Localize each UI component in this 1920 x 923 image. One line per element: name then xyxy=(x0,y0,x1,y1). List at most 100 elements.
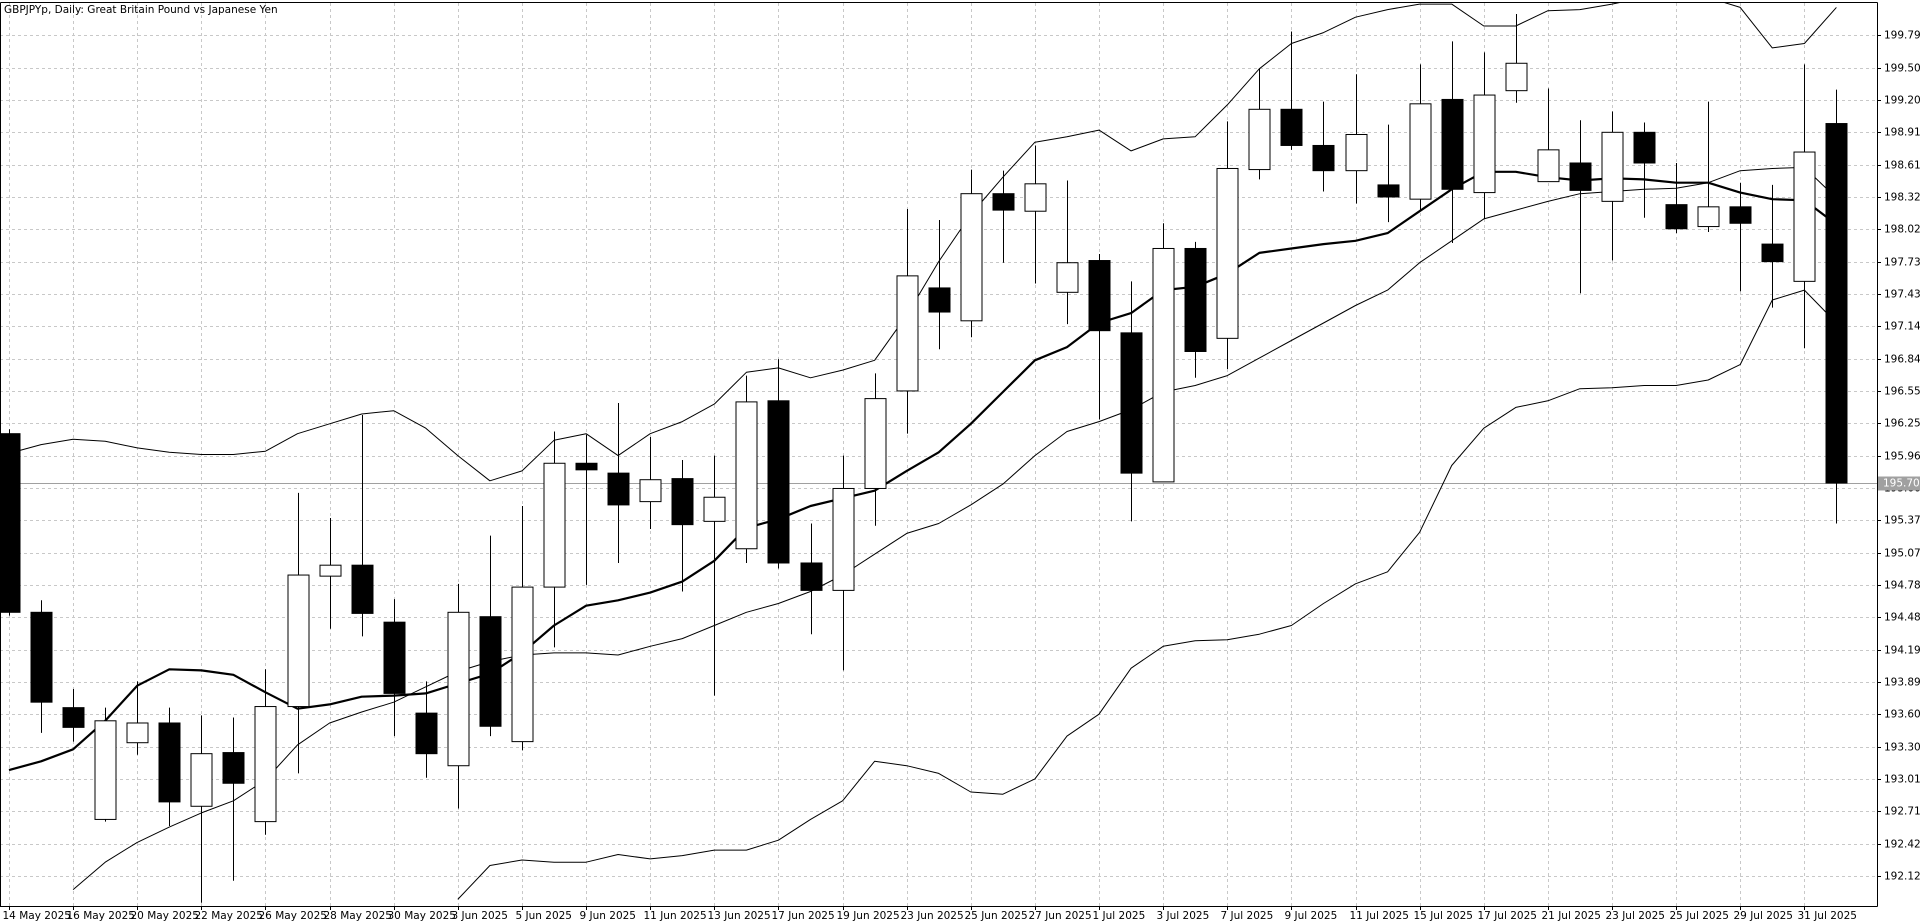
x-tick-label: 20 May 2025 xyxy=(131,910,199,922)
candle-body xyxy=(1056,262,1079,293)
candle-body xyxy=(1345,134,1368,172)
x-tick-label: 28 May 2025 xyxy=(324,910,392,922)
y-tick-label: 196.550 xyxy=(1884,386,1920,398)
x-tick-label: 3 Jun 2025 xyxy=(452,910,508,922)
y-tick-label: 199.500 xyxy=(1884,63,1920,75)
x-tick-label: 30 May 2025 xyxy=(388,910,456,922)
x-tick-label: 13 Jun 2025 xyxy=(708,910,771,922)
candle-body xyxy=(1024,183,1047,212)
x-tick-label: 27 Jun 2025 xyxy=(1029,910,1092,922)
y-tick-label: 193.895 xyxy=(1884,677,1920,689)
y-tick-label: 194.190 xyxy=(1884,645,1920,657)
candle-body xyxy=(607,472,630,506)
y-tick-label: 192.715 xyxy=(1884,806,1920,818)
candle-body xyxy=(1569,162,1592,191)
x-tick-label: 3 Jul 2025 xyxy=(1157,910,1210,922)
last-price-label: 195.707 xyxy=(1883,478,1920,490)
y-tick-label: 197.730 xyxy=(1884,257,1920,269)
x-tick-label: 23 Jun 2025 xyxy=(901,910,964,922)
chart-title: GBPJPYp, Daily: Great Britain Pound vs J… xyxy=(4,4,278,16)
candle-body xyxy=(1377,184,1400,198)
x-tick-label: 7 Jul 2025 xyxy=(1221,910,1274,922)
candle-body xyxy=(1473,94,1496,194)
last-price-box xyxy=(1878,476,1920,491)
y-tick-label: 198.320 xyxy=(1884,192,1920,204)
candle-body xyxy=(767,400,790,564)
candle-body xyxy=(511,586,534,743)
x-tick-label: 22 May 2025 xyxy=(195,910,263,922)
x-tick-label: 17 Jul 2025 xyxy=(1478,910,1537,922)
x-tick-label: 26 May 2025 xyxy=(259,910,327,922)
candle-body xyxy=(832,487,855,591)
candle-body xyxy=(1505,62,1528,92)
candle-body xyxy=(383,621,406,694)
y-tick-label: 192.420 xyxy=(1884,839,1920,851)
y-tick-label: 198.910 xyxy=(1884,127,1920,139)
candle-body xyxy=(62,707,85,728)
candle-body xyxy=(1184,247,1207,352)
candle-body xyxy=(222,752,245,784)
x-tick-label: 25 Jul 2025 xyxy=(1670,910,1729,922)
candle-body xyxy=(671,478,694,526)
candle-body xyxy=(254,706,277,823)
x-tick-label: 17 Jun 2025 xyxy=(772,910,835,922)
candle-body xyxy=(1216,167,1239,339)
x-tick-label: 16 May 2025 xyxy=(67,910,135,922)
candle-body xyxy=(1537,149,1560,183)
candle-body xyxy=(543,462,566,588)
candle-body xyxy=(1825,123,1848,484)
candle-body xyxy=(1120,332,1143,474)
candle-body xyxy=(287,574,310,708)
x-tick-label: 21 Jul 2025 xyxy=(1542,910,1601,922)
candle-body xyxy=(1729,206,1752,224)
candle-body xyxy=(1409,103,1432,200)
y-tick-label: 197.435 xyxy=(1884,289,1920,301)
candle-body xyxy=(0,433,21,613)
y-tick-label: 194.485 xyxy=(1884,612,1920,624)
candle-body xyxy=(94,720,117,820)
x-tick-label: 9 Jun 2025 xyxy=(580,910,636,922)
candle-body xyxy=(1761,243,1784,263)
x-tick-label: 15 Jul 2025 xyxy=(1414,910,1473,922)
y-tick-label: 195.075 xyxy=(1884,548,1920,560)
candle-body xyxy=(735,401,758,550)
x-tick-label: 9 Jul 2025 xyxy=(1285,910,1338,922)
candle-body xyxy=(30,611,53,703)
candle-body xyxy=(1312,144,1335,172)
candle-body xyxy=(1441,98,1464,190)
band-line xyxy=(457,289,1837,900)
middle-line xyxy=(8,170,1838,772)
y-tick-label: 197.140 xyxy=(1884,321,1920,333)
candle-body xyxy=(928,287,951,313)
y-tick-label: 194.780 xyxy=(1884,580,1920,592)
candle-body xyxy=(575,462,598,471)
candle-body xyxy=(1697,206,1720,228)
candle-body xyxy=(1248,108,1271,171)
candle-body xyxy=(1793,151,1816,282)
y-tick-label: 196.255 xyxy=(1884,418,1920,430)
x-tick-label: 29 Jul 2025 xyxy=(1734,910,1793,922)
candle-body xyxy=(800,562,823,591)
candle-body xyxy=(479,616,502,727)
candle-body xyxy=(639,479,662,503)
y-tick-label: 195.370 xyxy=(1884,515,1920,527)
y-tick-label: 199.795 xyxy=(1884,30,1920,42)
candle-body xyxy=(158,722,181,803)
y-tick-label: 198.025 xyxy=(1884,224,1920,236)
y-tick-label: 193.600 xyxy=(1884,709,1920,721)
candle-body xyxy=(447,611,470,767)
candle-body xyxy=(1280,108,1303,146)
candle-body xyxy=(1088,260,1111,332)
candle-body xyxy=(190,753,213,807)
candle-body xyxy=(319,564,342,577)
y-tick-label: 192.125 xyxy=(1884,871,1920,883)
x-tick-label: 1 Jul 2025 xyxy=(1093,910,1146,922)
band-line xyxy=(8,3,1837,482)
y-tick-label: 193.305 xyxy=(1884,742,1920,754)
candle-body xyxy=(415,712,438,755)
y-tick-label: 199.205 xyxy=(1884,95,1920,107)
candle-body xyxy=(1665,204,1688,230)
